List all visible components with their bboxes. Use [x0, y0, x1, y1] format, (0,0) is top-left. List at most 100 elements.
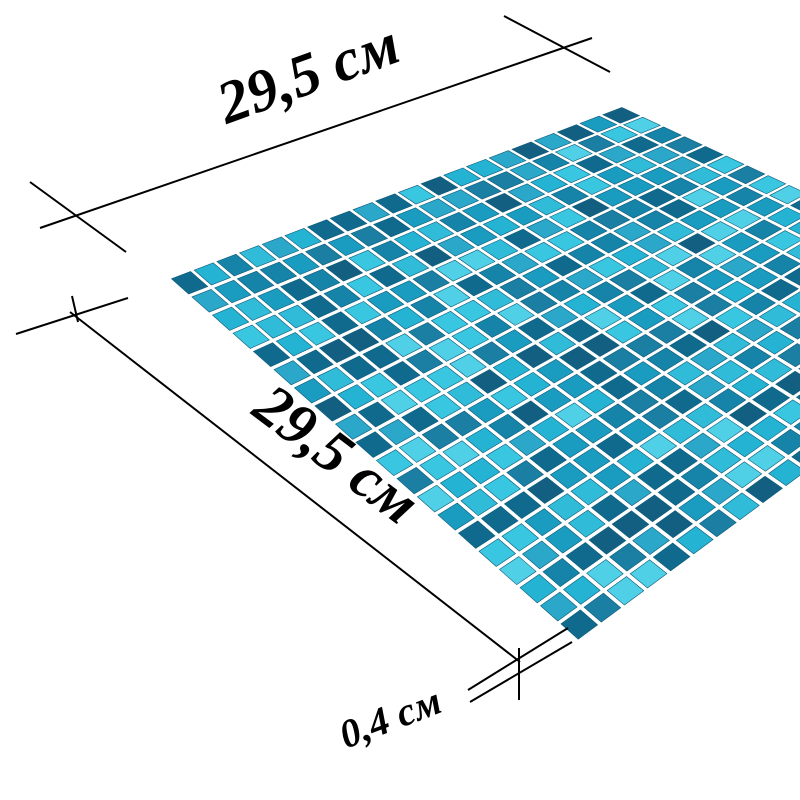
mosaic-tile	[582, 333, 620, 357]
mosaic-tile	[598, 145, 637, 164]
width-dimension-lines	[29, 15, 611, 253]
mosaic-tile	[509, 162, 548, 181]
mosaic-tile	[232, 324, 270, 349]
mosaic-tile	[494, 329, 533, 353]
mosaic-tile	[449, 353, 487, 378]
mosaic-tile	[694, 294, 733, 317]
dimension-line	[469, 641, 573, 703]
mosaic-tile	[639, 433, 678, 460]
mosaic-tile	[652, 542, 691, 572]
mosaic-tile	[763, 254, 800, 276]
mosaic-tile	[490, 384, 529, 410]
mosaic-tile	[234, 297, 273, 321]
mosaic-tile	[459, 225, 498, 247]
mosaic-tile	[465, 158, 504, 178]
mosaic-tile	[463, 180, 502, 200]
mosaic-tile	[675, 525, 714, 555]
mosaic-tile	[791, 450, 800, 463]
mosaic-tile	[652, 269, 691, 292]
mosaic-tile	[683, 432, 721, 459]
mosaic-tile	[501, 252, 540, 275]
mosaic-tile	[529, 446, 567, 473]
mosaic-tile	[488, 150, 527, 169]
mosaic-tile	[344, 301, 382, 325]
mosaic-tile	[380, 389, 419, 415]
mosaic-tile	[609, 269, 648, 292]
mosaic-tile	[556, 124, 595, 142]
mosaic-tile	[679, 210, 718, 231]
mosaic-tile	[526, 476, 565, 504]
mosaic-tile	[373, 216, 411, 238]
mosaic-tile	[474, 314, 512, 338]
mosaic-tile	[698, 509, 737, 538]
mosaic-tile	[396, 467, 434, 495]
mosaic-tile	[545, 525, 583, 554]
mosaic-tile	[371, 240, 409, 262]
mosaic-tile	[563, 575, 601, 605]
mosaic-tile	[669, 333, 708, 358]
mosaic-tile	[337, 384, 375, 410]
mosaic-tile	[524, 508, 563, 537]
mosaic-tile	[391, 255, 430, 278]
mosaic-tile	[435, 259, 473, 282]
mosaic-tile	[339, 355, 378, 381]
mosaic-tile	[273, 360, 311, 386]
mosaic-tile	[634, 494, 673, 523]
mosaic-tile	[634, 233, 673, 255]
mosaic-tile	[638, 188, 677, 208]
mosaic-tile	[596, 166, 635, 185]
mosaic-tile	[579, 360, 618, 385]
mosaic-tile	[296, 349, 334, 375]
mosaic-tile	[779, 316, 800, 340]
mosaic-tile	[426, 365, 464, 391]
mosaic-tile	[420, 176, 459, 196]
mosaic-tile	[769, 185, 800, 205]
mosaic-tile	[611, 244, 650, 266]
mosaic-tile	[565, 268, 604, 290]
mosaic-tile	[550, 185, 589, 206]
mosaic-tile	[419, 453, 457, 481]
mosaic-tile	[398, 436, 437, 463]
mosaic-tile	[522, 266, 560, 288]
mosaic-tile	[446, 381, 485, 407]
mosaic-tile	[304, 243, 343, 266]
mosaic-tile	[321, 311, 359, 335]
mosaic-tile	[657, 478, 696, 506]
mosaic-tile	[602, 107, 641, 124]
mosaic-tile	[701, 477, 740, 505]
mosaic-tile	[592, 209, 631, 230]
mosaic-tile	[549, 462, 588, 489]
mosaic-tile	[533, 387, 572, 413]
mosaic-tile	[360, 372, 398, 398]
mosaic-tile	[455, 274, 494, 297]
mosaic-tile	[457, 520, 496, 549]
mosaic-tile	[588, 256, 627, 278]
mosaic-tile	[681, 187, 720, 208]
thickness-dimension-lines	[467, 627, 573, 703]
mosaic-tile	[346, 275, 384, 298]
mosaic-tile	[731, 373, 770, 398]
mosaic-tile	[519, 291, 558, 314]
mosaic-tile	[627, 307, 666, 331]
mosaic-tile	[772, 399, 800, 425]
mosaic-tile	[593, 463, 632, 491]
mosaic-tile	[486, 171, 525, 191]
mosaic-tile	[748, 175, 787, 195]
mosaic-tile	[660, 448, 698, 475]
mosaic-tile	[629, 281, 668, 305]
mosaic-tile	[606, 576, 645, 606]
mosaic-tile	[594, 187, 633, 207]
mosaic-tile	[325, 259, 364, 282]
mosaic-tile	[703, 447, 742, 474]
mosaic-tile	[614, 478, 652, 507]
mosaic-tile	[619, 156, 658, 175]
mosaic-tile	[660, 177, 699, 197]
mosaic-tile	[590, 232, 629, 254]
mosaic-tile	[443, 167, 482, 187]
mosaic-tile	[615, 198, 654, 219]
mosaic-tile	[485, 443, 524, 471]
mosaic-tile	[637, 463, 675, 491]
mosaic-tile	[430, 310, 469, 335]
mosaic-tile	[600, 125, 639, 144]
